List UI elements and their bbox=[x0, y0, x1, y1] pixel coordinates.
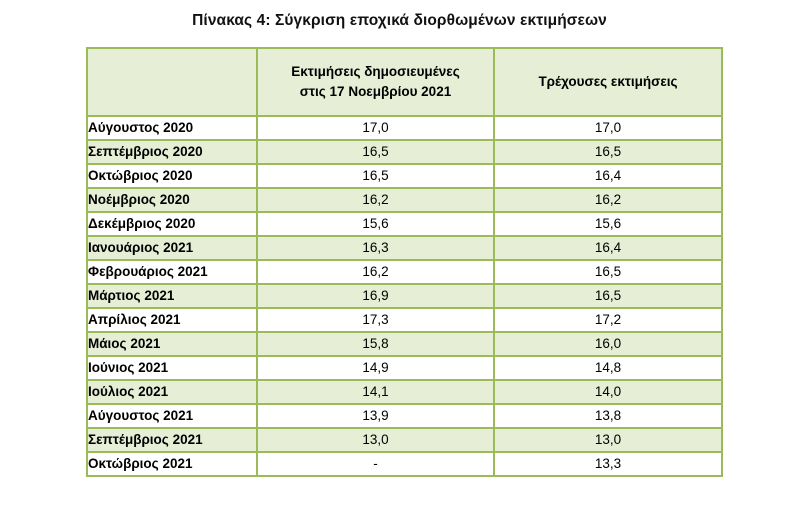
row-published-value: - bbox=[256, 451, 495, 477]
table-row: Μάρτιος 2021 16,9 16,5 bbox=[86, 283, 723, 309]
row-current-value: 16,4 bbox=[493, 163, 723, 189]
row-current-value: 16,2 bbox=[493, 187, 723, 213]
table-row: Δεκέμβριος 2020 15,6 15,6 bbox=[86, 211, 723, 237]
table-row: Απρίλιος 2021 17,3 17,2 bbox=[86, 307, 723, 333]
row-current-value: 15,6 bbox=[493, 211, 723, 237]
table-title: Πίνακας 4: Σύγκριση εποχικά διορθωμένων … bbox=[192, 12, 607, 29]
table-row: Ιούλιος 2021 14,1 14,0 bbox=[86, 379, 723, 405]
table-row: Φεβρουάριος 2021 16,2 16,5 bbox=[86, 259, 723, 285]
row-month: Οκτώβριος 2020 bbox=[86, 163, 258, 189]
row-month: Φεβρουάριος 2021 bbox=[86, 259, 258, 285]
row-published-value: 17,3 bbox=[256, 307, 495, 333]
header-published-line2: στις 17 Νοεμβρίου 2021 bbox=[299, 84, 452, 99]
row-published-value: 16,2 bbox=[256, 259, 495, 285]
header-published-line1: Εκτιμήσεις δημοσιευμένες bbox=[291, 64, 460, 79]
table-row: Μάιος 2021 15,8 16,0 bbox=[86, 331, 723, 357]
row-month: Μάρτιος 2021 bbox=[86, 283, 258, 309]
row-published-value: 16,2 bbox=[256, 187, 495, 213]
row-published-value: 17,0 bbox=[256, 115, 495, 141]
header-current-estimates: Τρέχουσες εκτιμήσεις bbox=[493, 47, 723, 117]
row-published-value: 15,8 bbox=[256, 331, 495, 357]
table-row: Αύγουστος 2021 13,9 13,8 bbox=[86, 403, 723, 429]
row-published-value: 14,1 bbox=[256, 379, 495, 405]
row-month: Μάιος 2021 bbox=[86, 331, 258, 357]
row-current-value: 13,0 bbox=[493, 427, 723, 453]
row-published-value: 15,6 bbox=[256, 211, 495, 237]
row-published-value: 16,5 bbox=[256, 139, 495, 165]
comparison-table: Εκτιμήσεις δημοσιευμένες στις 17 Νοεμβρί… bbox=[86, 47, 723, 477]
row-month: Ιανουάριος 2021 bbox=[86, 235, 258, 261]
row-month: Αύγουστος 2021 bbox=[86, 403, 258, 429]
row-current-value: 13,3 bbox=[493, 451, 723, 477]
row-published-value: 14,9 bbox=[256, 355, 495, 381]
header-month bbox=[86, 47, 258, 117]
row-current-value: 16,0 bbox=[493, 331, 723, 357]
table-row: Οκτώβριος 2020 16,5 16,4 bbox=[86, 163, 723, 189]
table-row: Νοέμβριος 2020 16,2 16,2 bbox=[86, 187, 723, 213]
header-row: Εκτιμήσεις δημοσιευμένες στις 17 Νοεμβρί… bbox=[86, 47, 723, 117]
row-month: Αύγουστος 2020 bbox=[86, 115, 258, 141]
row-current-value: 16,5 bbox=[493, 283, 723, 309]
row-current-value: 16,5 bbox=[493, 139, 723, 165]
table-row: Ιούνιος 2021 14,9 14,8 bbox=[86, 355, 723, 381]
table-row: Αύγουστος 2020 17,0 17,0 bbox=[86, 115, 723, 141]
row-month: Ιούνιος 2021 bbox=[86, 355, 258, 381]
row-month: Σεπτέμβριος 2021 bbox=[86, 427, 258, 453]
row-current-value: 14,0 bbox=[493, 379, 723, 405]
table-row: Σεπτέμβριος 2021 13,0 13,0 bbox=[86, 427, 723, 453]
header-published-estimates: Εκτιμήσεις δημοσιευμένες στις 17 Νοεμβρί… bbox=[256, 47, 495, 117]
row-published-value: 13,9 bbox=[256, 403, 495, 429]
table-row: Οκτώβριος 2021-13,3 bbox=[86, 451, 723, 477]
row-month: Νοέμβριος 2020 bbox=[86, 187, 258, 213]
row-current-value: 14,8 bbox=[493, 355, 723, 381]
table-row: Σεπτέμβριος 2020 16,5 16,5 bbox=[86, 139, 723, 165]
row-month: Οκτώβριος 2021 bbox=[86, 451, 258, 477]
row-published-value: 13,0 bbox=[256, 427, 495, 453]
row-month: Ιούλιος 2021 bbox=[86, 379, 258, 405]
table-row: Ιανουάριος 2021 16,3 16,4 bbox=[86, 235, 723, 261]
row-current-value: 17,0 bbox=[493, 115, 723, 141]
row-current-value: 16,5 bbox=[493, 259, 723, 285]
row-published-value: 16,9 bbox=[256, 283, 495, 309]
row-month: Δεκέμβριος 2020 bbox=[86, 211, 258, 237]
row-published-value: 16,3 bbox=[256, 235, 495, 261]
row-current-value: 16,4 bbox=[493, 235, 723, 261]
row-month: Σεπτέμβριος 2020 bbox=[86, 139, 258, 165]
row-current-value: 17,2 bbox=[493, 307, 723, 333]
row-month: Απρίλιος 2021 bbox=[86, 307, 258, 333]
row-published-value: 16,5 bbox=[256, 163, 495, 189]
row-current-value: 13,8 bbox=[493, 403, 723, 429]
